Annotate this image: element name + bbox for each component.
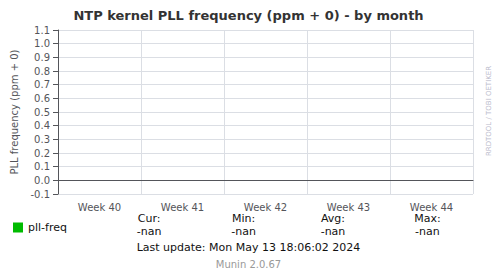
svg-text:1.1: 1.1	[34, 25, 50, 36]
svg-text:0.8: 0.8	[34, 66, 50, 77]
svg-text:RRDTOOL / TOBI OETIKER: RRDTOOL / TOBI OETIKER	[485, 66, 493, 156]
svg-text:Cur:: Cur:	[138, 212, 161, 225]
svg-text:Last update: Mon May 13 18:06:: Last update: Mon May 13 18:06:02 2024	[137, 241, 361, 254]
svg-text:0.5: 0.5	[34, 107, 50, 118]
svg-text:0.2: 0.2	[34, 148, 50, 159]
svg-text:0.3: 0.3	[34, 134, 50, 145]
svg-text:-0.1: -0.1	[30, 189, 50, 200]
svg-text:Week 42: Week 42	[244, 202, 287, 213]
svg-text:Munin 2.0.67: Munin 2.0.67	[216, 259, 281, 270]
svg-text:0.9: 0.9	[34, 52, 50, 63]
svg-text:Min:: Min:	[232, 212, 255, 225]
svg-text:0.4: 0.4	[34, 120, 50, 131]
svg-text:0.0: 0.0	[34, 175, 50, 186]
svg-text:0.7: 0.7	[34, 79, 50, 90]
svg-text:Week 43: Week 43	[327, 202, 370, 213]
svg-text:Max:: Max:	[414, 212, 440, 225]
svg-text:0.6: 0.6	[34, 93, 50, 104]
svg-text:Week 44: Week 44	[410, 202, 453, 213]
svg-text:-nan: -nan	[137, 225, 162, 238]
svg-text:0.1: 0.1	[34, 161, 50, 172]
svg-text:1.0: 1.0	[34, 38, 50, 49]
svg-text:Avg:: Avg:	[321, 212, 345, 225]
svg-text:-nan: -nan	[415, 225, 440, 238]
svg-text:-nan: -nan	[321, 225, 346, 238]
svg-text:Week 41: Week 41	[161, 202, 204, 213]
svg-text:NTP kernel PLL frequency (ppm: NTP kernel PLL frequency (ppm + 0) - by …	[73, 8, 423, 23]
svg-text:PLL frequency (ppm + 0): PLL frequency (ppm + 0)	[9, 49, 20, 174]
svg-text:Week 40: Week 40	[78, 202, 121, 213]
svg-text:-nan: -nan	[231, 225, 256, 238]
svg-text:pll-freq: pll-freq	[28, 221, 67, 234]
